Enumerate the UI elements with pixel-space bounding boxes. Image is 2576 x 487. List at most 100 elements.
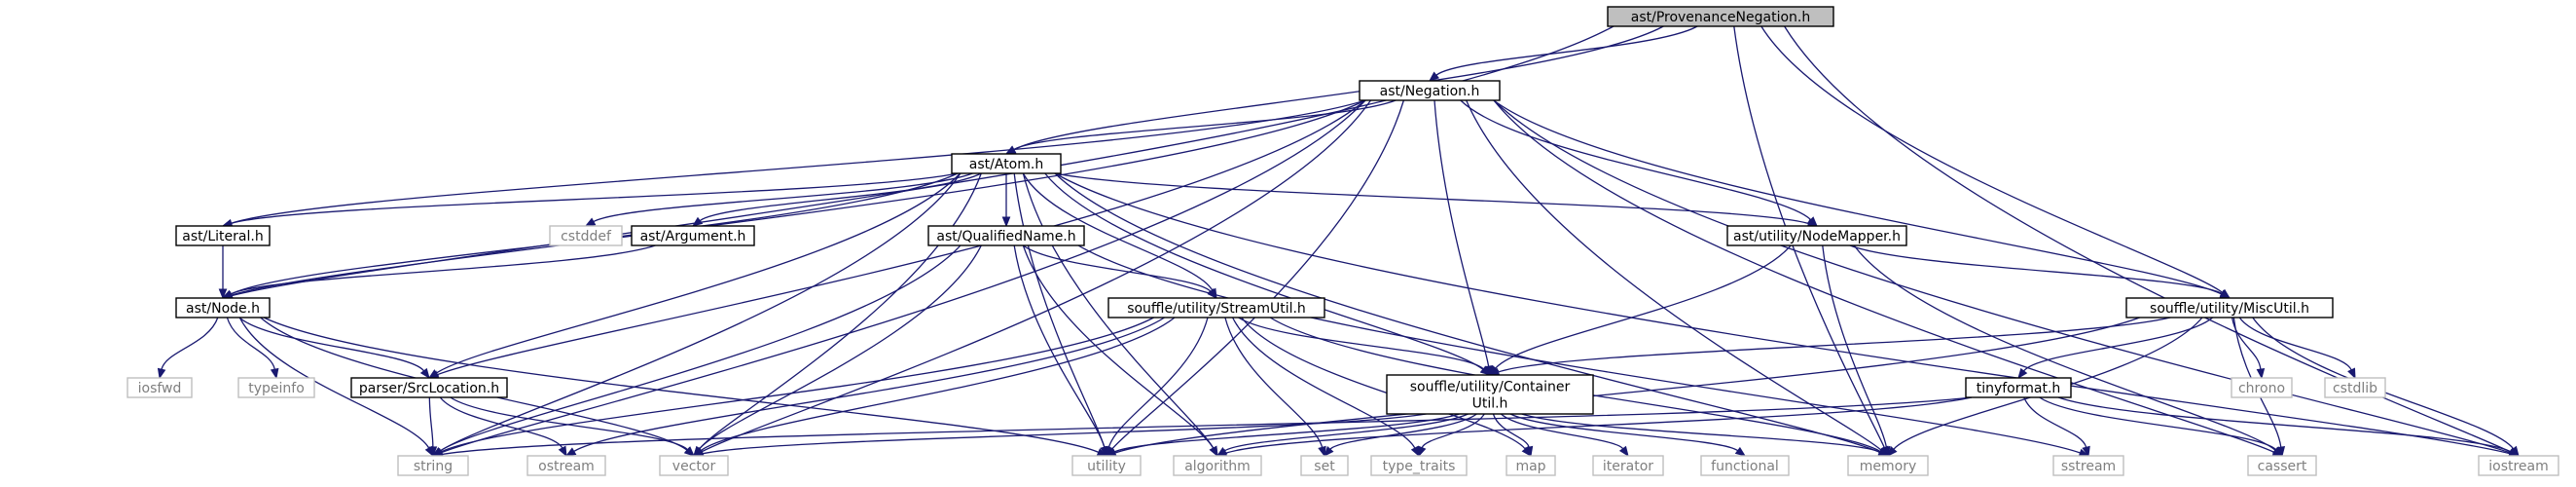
node-box xyxy=(1847,455,1929,476)
node-box xyxy=(2125,297,2334,318)
node-atom[interactable]: ast/Atom.h xyxy=(951,153,1062,174)
node-box xyxy=(1300,455,1349,476)
node-sstream: sstream xyxy=(2052,455,2124,476)
node-label: utility xyxy=(1087,459,1126,474)
edge-atom-to-cstddef xyxy=(584,172,973,227)
node-nodemapper[interactable]: ast/utility/NodeMapper.h xyxy=(1726,225,1907,246)
edge-miscutil-to-cstdlib xyxy=(2238,317,2356,380)
node-box xyxy=(2478,455,2559,476)
node-label: iterator xyxy=(1603,459,1653,474)
node-literal[interactable]: ast/Literal.h xyxy=(175,225,271,246)
node-label: algorithm xyxy=(1184,459,1251,474)
node-label: ast/utility/NodeMapper.h xyxy=(1733,229,1901,244)
edge-atom-to-string xyxy=(431,172,961,457)
node-argument[interactable]: ast/Argument.h xyxy=(631,225,755,246)
edge-negation-to-string xyxy=(431,99,1366,457)
edge-streamutil-to-utility xyxy=(1105,317,1209,458)
edge-node-to-srclocation xyxy=(238,317,430,380)
edge-srclocation-to-vector xyxy=(450,396,695,457)
edge-qualifiedname-to-streamutil xyxy=(1022,244,1217,299)
node-label: set xyxy=(1314,459,1335,474)
edge-containerutil-to-memory xyxy=(1521,413,1890,457)
edge-atom-to-containerutil xyxy=(1044,172,1492,376)
node-box xyxy=(1726,225,1907,246)
node-vector: vector xyxy=(659,455,729,476)
node-label: memory xyxy=(1860,459,1917,474)
edge-node-to-typeinfo xyxy=(226,317,279,380)
node-negation[interactable]: ast/Negation.h xyxy=(1359,80,1501,101)
node-srclocation[interactable]: parser/SrcLocation.h xyxy=(350,377,508,398)
graph-edges xyxy=(157,25,2521,459)
edge-streamutil-to-containerutil xyxy=(1238,317,1491,376)
node-string: string xyxy=(397,455,469,476)
node-label: ast/Argument.h xyxy=(640,229,746,244)
node-box xyxy=(1370,455,1468,476)
edge-miscutil-to-chrono xyxy=(2231,317,2266,380)
node-box xyxy=(127,377,193,398)
node-label: map xyxy=(1515,459,1545,474)
node-cassert: cassert xyxy=(2247,455,2317,476)
node-label: iostream xyxy=(2488,459,2549,474)
edge-negation-to-utility xyxy=(1106,99,1405,458)
node-box xyxy=(237,377,315,398)
node-box xyxy=(659,455,729,476)
edge-provnegation-to-miscutil xyxy=(1760,25,2231,299)
node-iosfwd: iosfwd xyxy=(127,377,193,398)
node-streamutil[interactable]: souffle/utility/StreamUtil.h xyxy=(1107,297,1325,318)
node-label: iosfwd xyxy=(138,381,182,396)
node-utility: utility xyxy=(1071,455,1142,476)
node-box xyxy=(1506,455,1556,476)
node-box xyxy=(1700,455,1790,476)
edge-atom-to-qualifiedname xyxy=(1001,173,1011,228)
node-box xyxy=(1173,455,1262,476)
edge-literal-to-node xyxy=(218,244,228,300)
node-ostream: ostream xyxy=(526,455,606,476)
node-node[interactable]: ast/Node.h xyxy=(175,297,271,318)
edge-streamutil-to-vector xyxy=(692,317,1176,457)
node-box xyxy=(2231,377,2293,398)
node-qualifiedname[interactable]: ast/QualifiedName.h xyxy=(927,225,1085,246)
edge-tinyformat-to-sstream xyxy=(2023,396,2090,458)
edge-atom-to-vector xyxy=(693,172,982,458)
node-type_traits: type_traits xyxy=(1370,455,1468,476)
node-provnegation[interactable]: ast/ProvenanceNegation.h xyxy=(1607,6,1834,27)
node-label: cstddef xyxy=(561,229,612,244)
node-algorithm: algorithm xyxy=(1173,455,1262,476)
edge-qualifiedname-to-vector xyxy=(693,244,982,458)
edge-srclocation-to-string xyxy=(428,396,438,458)
node-box xyxy=(1592,455,1664,476)
node-tinyformat[interactable]: tinyformat.h xyxy=(1965,377,2072,398)
edge-atom-to-utility xyxy=(1013,172,1108,458)
edge-atom-to-srclocation xyxy=(427,172,961,379)
node-label: ast/Node.h xyxy=(186,301,260,317)
node-label: ast/Literal.h xyxy=(182,229,263,244)
node-label: ast/Atom.h xyxy=(969,157,1043,172)
node-memory: memory xyxy=(1847,455,1929,476)
node-box xyxy=(927,225,1085,246)
edge-containerutil-to-iterator xyxy=(1500,413,1629,458)
node-label: ast/ProvenanceNegation.h xyxy=(1631,10,1811,25)
node-box xyxy=(1359,80,1501,101)
node-label: souffle/utility/Container xyxy=(1410,380,1571,395)
node-iterator: iterator xyxy=(1592,455,1664,476)
edge-negation-to-iostream xyxy=(1493,99,2521,457)
node-box xyxy=(2247,455,2317,476)
node-label: ast/QualifiedName.h xyxy=(936,229,1075,244)
node-label: tinyformat.h xyxy=(1977,381,2061,396)
edge-negation-to-miscutil xyxy=(1493,99,2231,299)
edge-argument-to-node xyxy=(221,244,656,299)
node-miscutil[interactable]: souffle/utility/MiscUtil.h xyxy=(2125,297,2334,318)
edge-tinyformat-to-iostream xyxy=(2057,396,2521,457)
node-box xyxy=(1386,374,1594,415)
node-iostream: iostream xyxy=(2478,455,2559,476)
edge-negation-to-containerutil xyxy=(1433,99,1493,377)
node-box xyxy=(1107,297,1325,318)
node-cstddef: cstddef xyxy=(549,225,623,246)
node-label: parser/SrcLocation.h xyxy=(359,381,499,396)
node-box xyxy=(175,225,271,246)
edge-tinyformat-to-algorithm xyxy=(1215,396,1973,458)
node-label: sstream xyxy=(2061,459,2116,474)
edge-nodemapper-to-cassert xyxy=(1853,244,2284,457)
